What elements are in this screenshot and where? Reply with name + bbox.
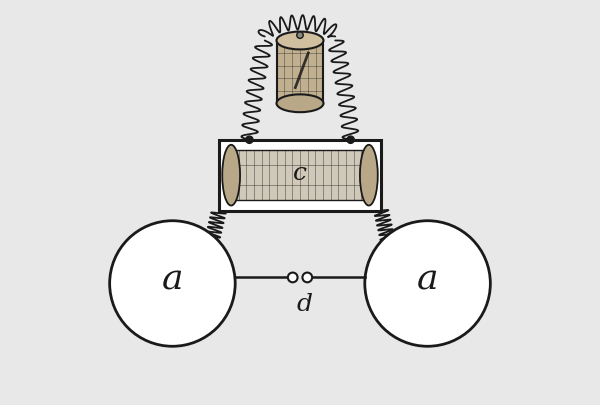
Circle shape xyxy=(365,221,490,346)
Bar xyxy=(277,40,323,103)
Text: a: a xyxy=(161,262,183,296)
Bar xyxy=(219,140,381,211)
Text: d: d xyxy=(296,293,312,316)
Circle shape xyxy=(246,136,253,143)
Ellipse shape xyxy=(222,145,240,206)
Circle shape xyxy=(302,273,312,282)
Circle shape xyxy=(347,136,354,143)
Circle shape xyxy=(110,221,235,346)
Text: c: c xyxy=(293,162,307,185)
Bar xyxy=(231,150,369,200)
Ellipse shape xyxy=(277,32,323,49)
Circle shape xyxy=(288,273,298,282)
Circle shape xyxy=(297,32,303,38)
Text: a: a xyxy=(417,262,439,296)
Ellipse shape xyxy=(277,94,323,112)
Ellipse shape xyxy=(360,145,378,206)
